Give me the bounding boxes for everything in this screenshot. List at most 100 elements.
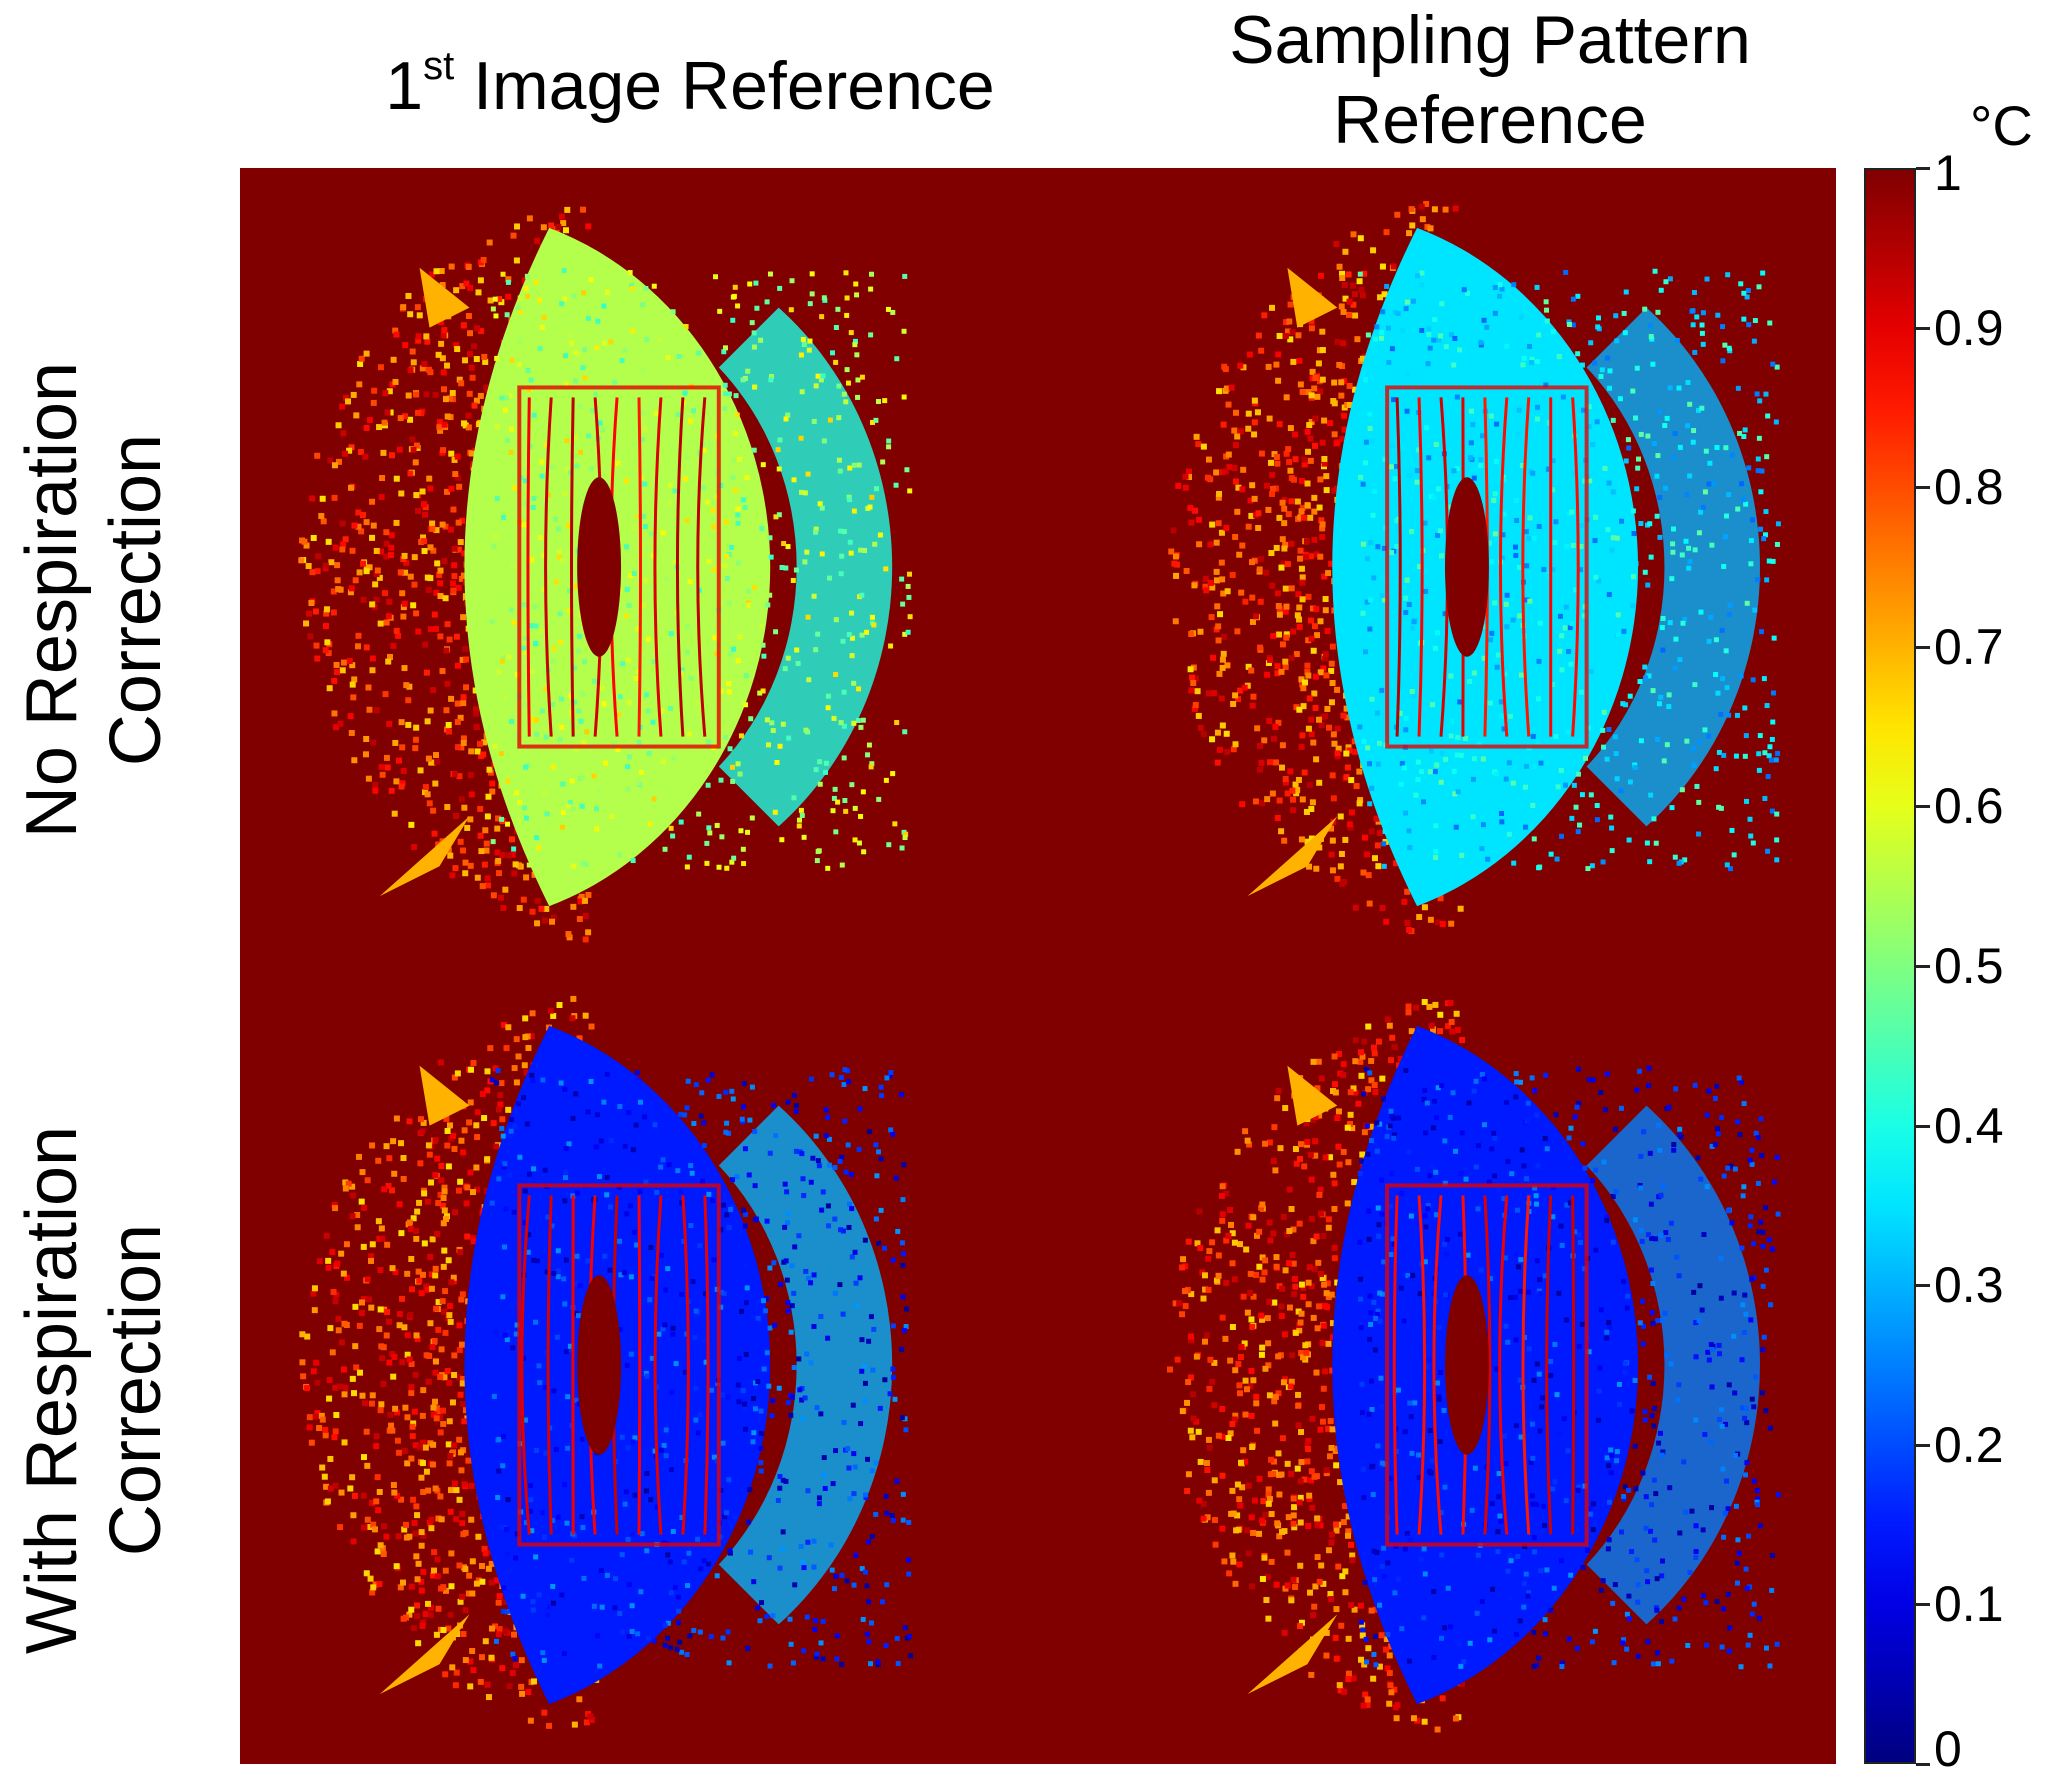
body-speckle <box>738 828 743 833</box>
body-speckle <box>647 1297 652 1302</box>
body-speckle <box>1762 796 1767 801</box>
body-speckle <box>1407 602 1412 607</box>
noise-speckle <box>1216 491 1222 497</box>
body-speckle <box>796 1233 801 1238</box>
body-speckle <box>687 1633 692 1638</box>
noise-speckle <box>1278 669 1284 675</box>
noise-speckle <box>429 526 435 532</box>
body-speckle <box>612 380 617 385</box>
body-speckle <box>1537 865 1542 870</box>
noise-speckle <box>485 794 491 800</box>
noise-speckle <box>359 1199 365 1205</box>
noise-speckle <box>518 1684 524 1690</box>
body-speckle <box>579 775 584 780</box>
noise-speckle <box>455 454 461 460</box>
noise-speckle <box>1296 605 1302 611</box>
noise-speckle <box>1257 567 1263 573</box>
body-speckle <box>878 532 883 537</box>
body-speckle <box>1364 440 1369 445</box>
body-speckle <box>722 406 727 411</box>
noise-speckle <box>1276 515 1282 521</box>
body-speckle <box>494 1080 499 1085</box>
body-speckle <box>1694 784 1699 789</box>
body-speckle <box>1488 637 1493 642</box>
body-speckle <box>1411 619 1416 624</box>
body-speckle <box>1405 409 1410 414</box>
body-speckle <box>1504 624 1509 629</box>
body-speckle <box>895 1636 900 1641</box>
noise-speckle <box>521 897 527 903</box>
body-speckle <box>1718 712 1723 717</box>
body-speckle <box>559 301 564 306</box>
noise-speckle <box>1173 553 1179 559</box>
noise-speckle <box>357 361 363 367</box>
noise-speckle <box>1253 798 1259 804</box>
body-speckle <box>752 330 757 335</box>
body-speckle <box>507 655 512 660</box>
noise-speckle <box>442 1188 448 1194</box>
noise-speckle <box>509 836 515 842</box>
noise-speckle <box>426 756 432 762</box>
body-speckle <box>659 1253 664 1258</box>
body-speckle <box>525 368 530 373</box>
body-speckle <box>805 1615 810 1620</box>
noise-speckle <box>1249 482 1255 488</box>
body-speckle <box>1384 284 1389 289</box>
body-speckle <box>576 1313 581 1318</box>
body-speckle <box>1670 550 1675 555</box>
noise-speckle <box>312 1307 318 1313</box>
noise-speckle <box>1380 264 1386 270</box>
body-speckle <box>1495 665 1500 670</box>
noise-speckle <box>450 580 456 586</box>
noise-speckle <box>474 1581 480 1587</box>
noise-speckle <box>1324 487 1330 493</box>
body-speckle <box>643 427 648 432</box>
body-speckle <box>1368 598 1373 603</box>
noise-speckle <box>1238 428 1244 434</box>
body-speckle <box>853 837 858 842</box>
noise-speckle <box>435 1200 441 1206</box>
body-speckle <box>869 1314 874 1319</box>
noise-speckle <box>485 882 491 888</box>
noise-speckle <box>1265 507 1271 513</box>
noise-speckle <box>365 1276 371 1282</box>
noise-speckle <box>360 1393 366 1399</box>
body-speckle <box>759 1600 764 1605</box>
body-speckle <box>777 1474 782 1479</box>
noise-speckle <box>1248 668 1254 674</box>
body-speckle <box>570 778 575 783</box>
body-speckle <box>1419 769 1424 774</box>
noise-speckle <box>1321 418 1327 424</box>
body-speckle <box>634 1123 639 1128</box>
body-speckle <box>1559 633 1564 638</box>
body-speckle <box>876 797 881 802</box>
body-speckle <box>586 1109 591 1114</box>
body-speckle <box>496 400 501 405</box>
noise-speckle <box>446 728 452 734</box>
noise-speckle <box>394 476 400 482</box>
body-speckle <box>1770 809 1775 814</box>
noise-speckle <box>420 1128 426 1134</box>
body-speckle <box>1607 592 1612 597</box>
noise-speckle <box>370 1584 376 1590</box>
noise-speckle <box>496 870 502 876</box>
body-speckle <box>1434 442 1439 447</box>
noise-speckle <box>369 1142 375 1148</box>
noise-speckle <box>1345 765 1351 771</box>
body-speckle <box>670 1332 675 1337</box>
noise-speckle <box>1263 570 1269 576</box>
body-speckle <box>890 1132 895 1137</box>
noise-speckle <box>1269 583 1275 589</box>
body-speckle <box>724 554 729 559</box>
noise-speckle <box>464 1184 470 1190</box>
noise-speckle <box>366 707 372 713</box>
noise-speckle <box>428 708 434 714</box>
noise-speckle <box>1443 207 1449 213</box>
body-speckle <box>570 807 575 812</box>
noise-speckle <box>324 639 330 645</box>
body-speckle <box>582 659 587 664</box>
noise-speckle <box>326 1396 332 1402</box>
noise-speckle <box>1339 851 1345 857</box>
noise-speckle <box>514 257 520 263</box>
body-speckle <box>846 1142 851 1147</box>
